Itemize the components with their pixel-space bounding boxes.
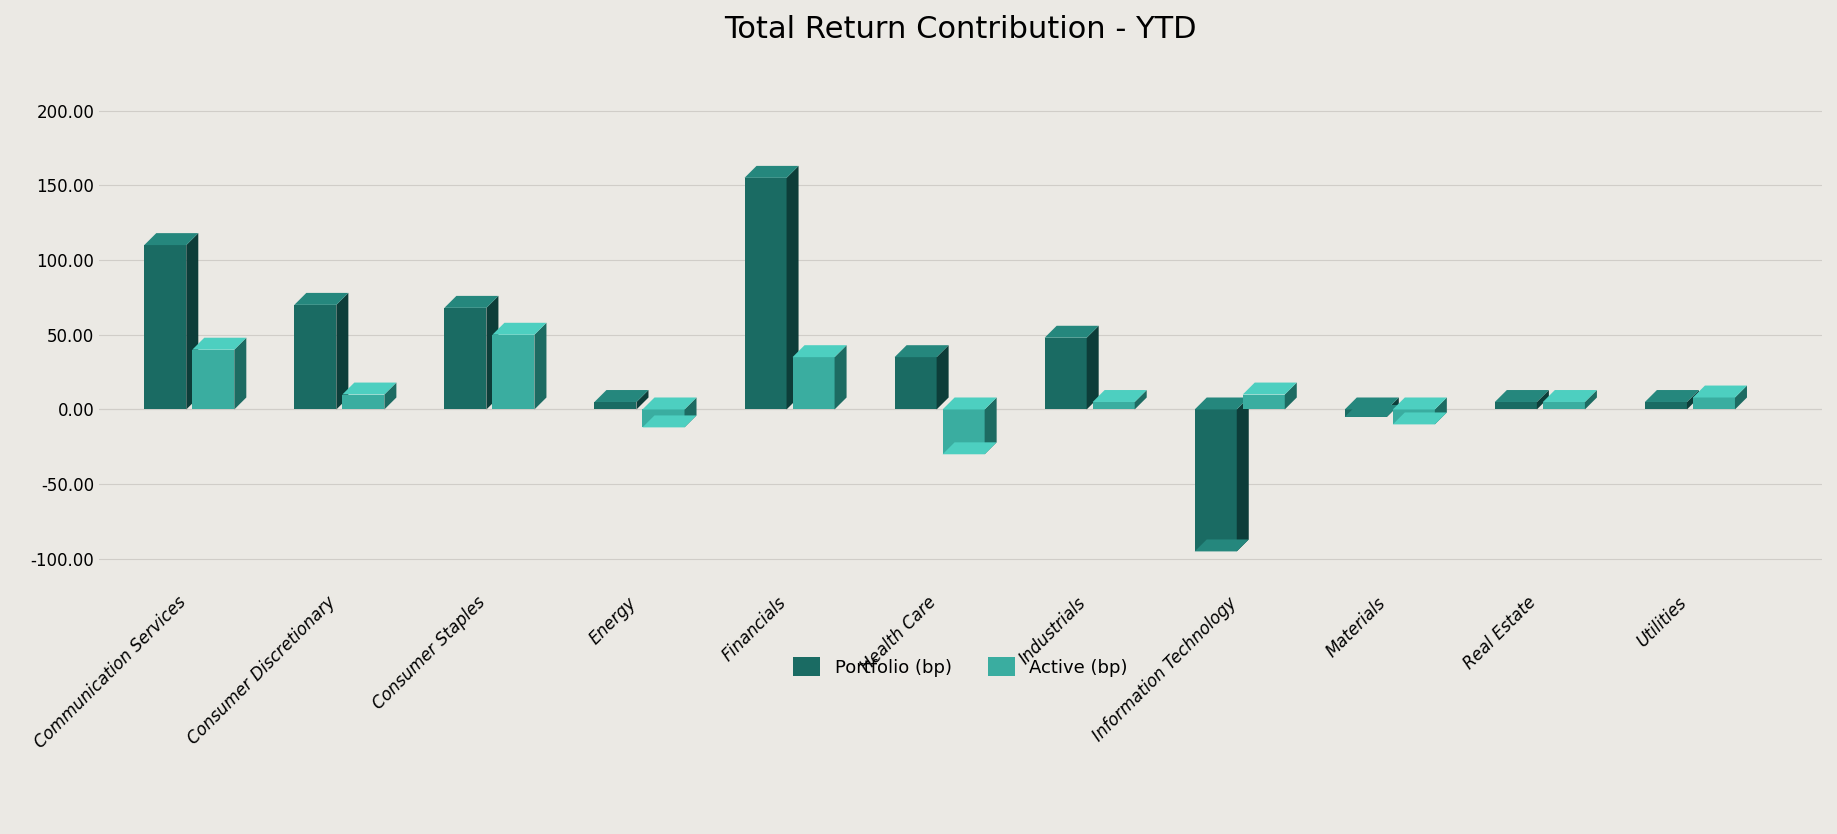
- Polygon shape: [685, 398, 696, 427]
- Polygon shape: [492, 323, 546, 334]
- Polygon shape: [1734, 385, 1747, 409]
- Polygon shape: [1244, 383, 1297, 394]
- Bar: [643, 409, 685, 427]
- Polygon shape: [1644, 390, 1699, 402]
- Polygon shape: [487, 296, 498, 409]
- Bar: [342, 394, 384, 409]
- Polygon shape: [336, 293, 349, 409]
- Polygon shape: [1392, 413, 1448, 425]
- Polygon shape: [942, 398, 997, 409]
- Polygon shape: [744, 166, 799, 178]
- Polygon shape: [342, 383, 397, 394]
- Bar: [792, 357, 834, 409]
- Bar: [1495, 402, 1538, 409]
- Polygon shape: [1435, 398, 1448, 425]
- Polygon shape: [895, 345, 948, 357]
- Polygon shape: [1045, 326, 1099, 338]
- Bar: [193, 349, 235, 409]
- Polygon shape: [792, 345, 847, 357]
- Bar: [1543, 402, 1585, 409]
- Bar: [1194, 409, 1236, 551]
- Polygon shape: [1585, 390, 1596, 409]
- Bar: [1093, 402, 1135, 409]
- Polygon shape: [1495, 390, 1549, 402]
- Bar: [445, 308, 487, 409]
- Polygon shape: [1093, 390, 1146, 402]
- Bar: [1244, 394, 1284, 409]
- Polygon shape: [294, 293, 349, 305]
- Polygon shape: [1543, 390, 1596, 402]
- Polygon shape: [643, 415, 696, 427]
- Bar: [1644, 402, 1686, 409]
- Polygon shape: [1194, 540, 1249, 551]
- Polygon shape: [636, 390, 648, 409]
- Bar: [1045, 338, 1088, 409]
- Title: Total Return Contribution - YTD: Total Return Contribution - YTD: [724, 15, 1198, 44]
- Polygon shape: [1135, 390, 1146, 409]
- Polygon shape: [595, 390, 648, 402]
- Bar: [492, 334, 535, 409]
- Polygon shape: [235, 338, 246, 409]
- Bar: [1694, 398, 1734, 409]
- Bar: [595, 402, 636, 409]
- Polygon shape: [445, 296, 498, 308]
- Polygon shape: [1345, 398, 1398, 409]
- Polygon shape: [1194, 398, 1249, 409]
- Polygon shape: [937, 345, 948, 409]
- Polygon shape: [186, 234, 198, 409]
- Bar: [1345, 409, 1387, 417]
- Polygon shape: [834, 345, 847, 409]
- Polygon shape: [1538, 390, 1549, 409]
- Polygon shape: [193, 338, 246, 349]
- Bar: [145, 245, 186, 409]
- Bar: [895, 357, 937, 409]
- Legend: Portfolio (bp), Active (bp): Portfolio (bp), Active (bp): [775, 640, 1146, 695]
- Polygon shape: [1392, 398, 1448, 409]
- Polygon shape: [535, 323, 546, 409]
- Polygon shape: [1284, 383, 1297, 409]
- Polygon shape: [1686, 390, 1699, 409]
- Bar: [1392, 409, 1435, 425]
- Polygon shape: [985, 398, 997, 455]
- Polygon shape: [1088, 326, 1099, 409]
- Polygon shape: [786, 166, 799, 409]
- Bar: [744, 178, 786, 409]
- Polygon shape: [384, 383, 397, 409]
- Polygon shape: [145, 234, 198, 245]
- Polygon shape: [643, 398, 696, 409]
- Bar: [942, 409, 985, 455]
- Polygon shape: [1236, 398, 1249, 551]
- Polygon shape: [1345, 405, 1398, 417]
- Polygon shape: [1694, 385, 1747, 398]
- Bar: [294, 305, 336, 409]
- Polygon shape: [1387, 398, 1398, 417]
- Polygon shape: [942, 442, 997, 455]
